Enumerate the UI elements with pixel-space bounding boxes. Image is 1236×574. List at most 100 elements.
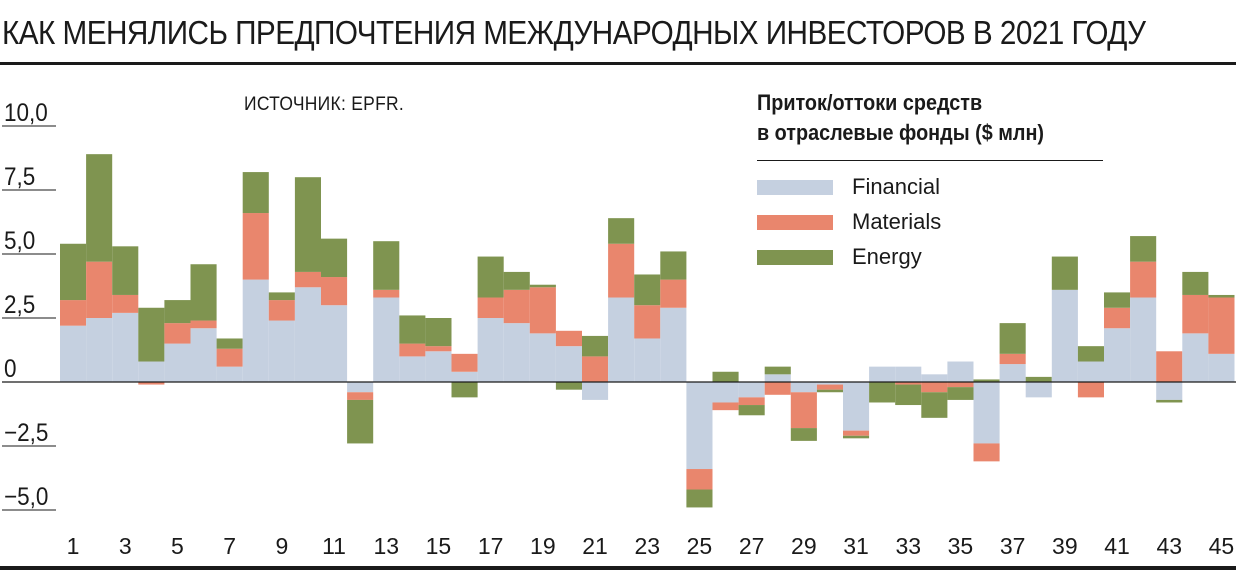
bar-materials-7 bbox=[216, 348, 243, 367]
x-tick-label: 41 bbox=[1104, 533, 1130, 559]
bar-energy-25 bbox=[686, 489, 713, 508]
bar-materials-5 bbox=[164, 323, 191, 344]
bar-financial-18 bbox=[503, 323, 530, 382]
bar-financial-7 bbox=[216, 366, 243, 382]
x-tick-label: 25 bbox=[687, 533, 713, 559]
bar-materials-28 bbox=[764, 382, 791, 395]
bar-energy-15 bbox=[425, 318, 452, 347]
bar-materials-44 bbox=[1182, 294, 1209, 334]
bar-financial-14 bbox=[399, 356, 426, 382]
bar-financial-21 bbox=[582, 382, 609, 400]
x-tick-label: 23 bbox=[634, 533, 660, 559]
legend-label-financial: Financial bbox=[852, 174, 941, 199]
bar-energy-34 bbox=[921, 392, 948, 418]
bar-financial-31 bbox=[843, 382, 870, 431]
bar-energy-5 bbox=[164, 300, 191, 324]
bar-materials-41 bbox=[1104, 307, 1131, 329]
bar-materials-14 bbox=[399, 343, 426, 357]
bar-financial-38 bbox=[1025, 382, 1052, 398]
y-tick-label: 2,5 bbox=[4, 291, 35, 319]
bar-financial-42 bbox=[1130, 297, 1157, 382]
x-tick-label: 9 bbox=[275, 533, 288, 559]
bar-materials-12 bbox=[347, 392, 374, 400]
x-tick-label: 5 bbox=[171, 533, 184, 559]
bar-energy-21 bbox=[582, 335, 609, 357]
bar-materials-11 bbox=[321, 277, 348, 306]
bar-financial-3 bbox=[112, 312, 139, 382]
y-tick-label: 5,0 bbox=[4, 227, 35, 255]
bar-financial-29 bbox=[790, 382, 817, 393]
bar-financial-43 bbox=[1156, 382, 1183, 400]
x-tick-label: 31 bbox=[843, 533, 869, 559]
x-tick-label: 15 bbox=[426, 533, 452, 559]
bar-materials-10 bbox=[294, 271, 321, 288]
bar-financial-35 bbox=[947, 361, 974, 382]
chart-title: КАК МЕНЯЛИСЬ ПРЕДПОЧТЕНИЯ МЕЖДУНАРОДНЫХ … bbox=[2, 14, 1146, 51]
bar-financial-4 bbox=[138, 361, 165, 382]
y-tick-label: −5,0 bbox=[4, 483, 48, 511]
bar-financial-44 bbox=[1182, 333, 1209, 382]
bar-materials-43 bbox=[1156, 351, 1183, 382]
bar-materials-22 bbox=[608, 243, 635, 298]
bar-energy-4 bbox=[138, 307, 165, 362]
bar-financial-6 bbox=[190, 328, 217, 382]
bar-energy-24 bbox=[660, 251, 687, 280]
bar-financial-12 bbox=[347, 382, 374, 393]
bar-financial-26 bbox=[712, 382, 739, 403]
legend-swatch-financial bbox=[757, 179, 833, 195]
bar-financial-19 bbox=[529, 333, 556, 382]
bar-financial-16 bbox=[451, 371, 478, 382]
bar-financial-9 bbox=[268, 320, 295, 382]
bar-materials-17 bbox=[477, 297, 504, 318]
bar-materials-26 bbox=[712, 402, 739, 411]
bar-energy-26 bbox=[712, 371, 739, 382]
bar-financial-23 bbox=[634, 338, 661, 382]
bar-energy-45 bbox=[1208, 294, 1235, 298]
bar-energy-6 bbox=[190, 264, 217, 321]
legend-swatch-energy bbox=[757, 249, 833, 265]
bar-financial-34 bbox=[921, 374, 948, 382]
bar-materials-4 bbox=[138, 382, 165, 385]
bar-energy-1 bbox=[60, 243, 87, 301]
bar-financial-15 bbox=[425, 351, 452, 382]
bar-materials-2 bbox=[86, 261, 113, 318]
bar-materials-40 bbox=[1077, 382, 1104, 398]
bar-materials-45 bbox=[1208, 297, 1235, 354]
bottom-rule bbox=[0, 566, 1236, 570]
bar-financial-28 bbox=[764, 374, 791, 382]
x-tick-label: 3 bbox=[119, 533, 132, 559]
bar-energy-37 bbox=[999, 323, 1026, 354]
legend-divider bbox=[757, 160, 1103, 161]
bar-materials-23 bbox=[634, 305, 661, 339]
bar-materials-35 bbox=[947, 382, 974, 388]
legend-swatch-materials bbox=[757, 214, 833, 230]
legend-item-energy: Energy bbox=[757, 244, 922, 270]
bar-financial-37 bbox=[999, 364, 1026, 382]
bar-materials-37 bbox=[999, 353, 1026, 365]
bar-energy-39 bbox=[1051, 256, 1078, 290]
legend-label-energy: Energy bbox=[852, 244, 922, 269]
bar-materials-8 bbox=[242, 213, 269, 280]
y-tick-label: 0 bbox=[4, 355, 17, 383]
bar-energy-10 bbox=[294, 177, 321, 272]
bar-energy-11 bbox=[321, 238, 348, 278]
bar-financial-33 bbox=[895, 366, 922, 382]
bar-materials-13 bbox=[373, 289, 400, 298]
bar-energy-16 bbox=[451, 382, 478, 398]
legend-item-materials: Materials bbox=[757, 209, 941, 235]
bar-materials-36 bbox=[973, 443, 1000, 462]
bar-energy-3 bbox=[112, 246, 139, 295]
bar-energy-18 bbox=[503, 271, 530, 290]
x-tick-label: 39 bbox=[1052, 533, 1078, 559]
bar-energy-27 bbox=[738, 405, 765, 416]
x-tick-label: 17 bbox=[478, 533, 504, 559]
bar-financial-45 bbox=[1208, 353, 1235, 382]
bar-financial-25 bbox=[686, 382, 713, 470]
bar-financial-2 bbox=[86, 318, 113, 382]
y-tick-label: 10,0 bbox=[4, 99, 48, 127]
bar-energy-43 bbox=[1156, 399, 1183, 403]
bar-financial-11 bbox=[321, 305, 348, 382]
bar-financial-39 bbox=[1051, 289, 1078, 382]
bar-financial-10 bbox=[294, 287, 321, 382]
